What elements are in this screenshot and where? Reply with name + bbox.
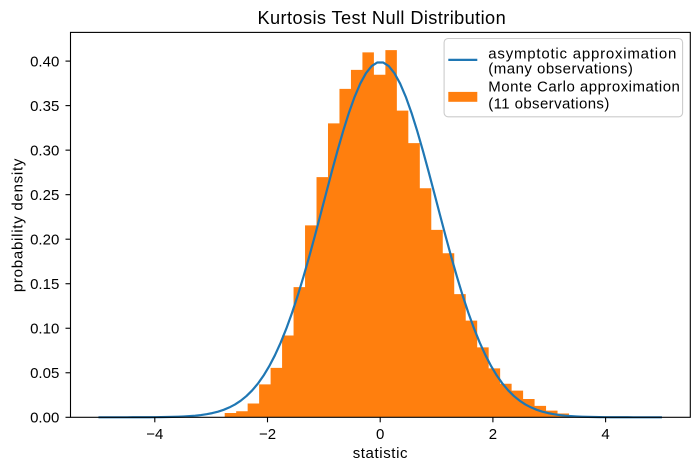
svg-text:4: 4 bbox=[601, 426, 609, 443]
svg-text:0.00: 0.00 bbox=[30, 410, 59, 427]
svg-text:2: 2 bbox=[489, 426, 497, 443]
svg-text:0.25: 0.25 bbox=[30, 187, 59, 204]
svg-text:statistic: statistic bbox=[353, 445, 408, 462]
svg-text:−2: −2 bbox=[259, 426, 276, 443]
svg-text:0.30: 0.30 bbox=[30, 142, 59, 159]
svg-text:0.05: 0.05 bbox=[30, 365, 59, 382]
svg-text:0.40: 0.40 bbox=[30, 53, 59, 70]
svg-text:0.35: 0.35 bbox=[30, 98, 59, 115]
svg-text:(many observations): (many observations) bbox=[488, 61, 633, 78]
svg-text:0: 0 bbox=[376, 426, 384, 443]
svg-text:0.15: 0.15 bbox=[30, 276, 59, 293]
svg-text:probability density: probability density bbox=[9, 158, 26, 292]
svg-text:0.10: 0.10 bbox=[30, 321, 59, 338]
svg-text:asymptotic approximation: asymptotic approximation bbox=[488, 46, 677, 63]
svg-text:−4: −4 bbox=[146, 426, 163, 443]
svg-text:Monte Carlo approximation: Monte Carlo approximation bbox=[488, 78, 680, 95]
svg-text:(11 observations): (11 observations) bbox=[488, 95, 609, 112]
svg-text:0.20: 0.20 bbox=[30, 232, 59, 249]
svg-text:Kurtosis Test Null Distributio: Kurtosis Test Null Distribution bbox=[258, 8, 507, 28]
